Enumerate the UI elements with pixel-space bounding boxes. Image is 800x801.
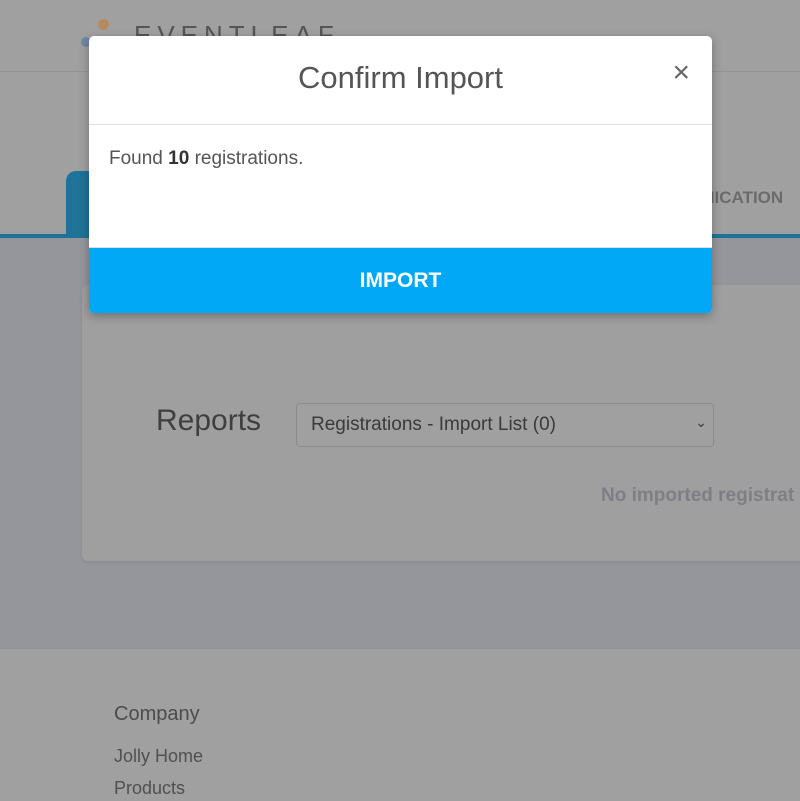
close-icon[interactable]: ×	[672, 56, 690, 89]
reports-heading: Reports	[156, 404, 262, 437]
footer-link-jolly-home[interactable]: Jolly Home	[114, 746, 204, 766]
divider	[89, 124, 712, 125]
chevron-down-icon: ⌄	[695, 414, 707, 430]
tab-communication[interactable]: UNICATION	[690, 188, 784, 207]
import-button[interactable]: IMPORT	[89, 247, 712, 313]
logo-dot-icon	[98, 19, 109, 30]
report-select-value: Registrations - Import List (0)	[311, 414, 556, 435]
footer	[0, 648, 800, 801]
logo-dot-icon	[81, 37, 91, 47]
footer-heading: Company	[114, 703, 200, 725]
registration-count: 10	[168, 148, 190, 169]
report-select[interactable]: Registrations - Import List (0) ⌄	[296, 403, 714, 447]
message-suffix: registrations.	[194, 148, 304, 169]
modal-title: Confirm Import	[298, 60, 503, 95]
message-prefix: Found	[109, 148, 163, 169]
confirm-import-modal: Confirm Import × Found 10 registrations.…	[89, 36, 712, 313]
empty-message: No imported registrat	[601, 485, 795, 506]
footer-link-products[interactable]: Products	[114, 778, 186, 798]
modal-message: Found 10 registrations.	[109, 148, 303, 170]
